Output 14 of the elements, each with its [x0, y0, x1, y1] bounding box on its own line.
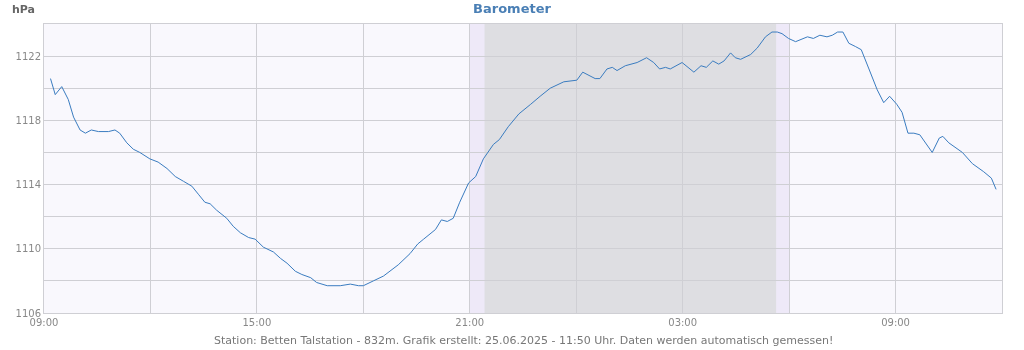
line-series [50, 31, 997, 287]
y-tick-label: 1106 [15, 307, 41, 319]
x-tick-label: 03:00 [668, 317, 698, 328]
x-tick-label: 15:00 [242, 317, 272, 328]
x-tick-label: 21:00 [455, 317, 485, 328]
y-axis-title: hPa [12, 3, 36, 16]
y-tick-label: 1114 [15, 179, 41, 191]
text: Station: Betten Talstation - 832m. Grafik erstellt: 25.06.2025 - 11:50 Uhr. Daten werden automatisch gemessen! [214, 334, 834, 347]
chart-title: Barometer [473, 0, 552, 16]
y-tick-label: 1122 [15, 50, 41, 62]
y-tick-label: 1110 [15, 243, 41, 255]
x-tick-label: 09:00 [29, 317, 59, 328]
y-tick-label: 1118 [15, 114, 41, 126]
x-tick-label: 09:00 [881, 317, 910, 328]
